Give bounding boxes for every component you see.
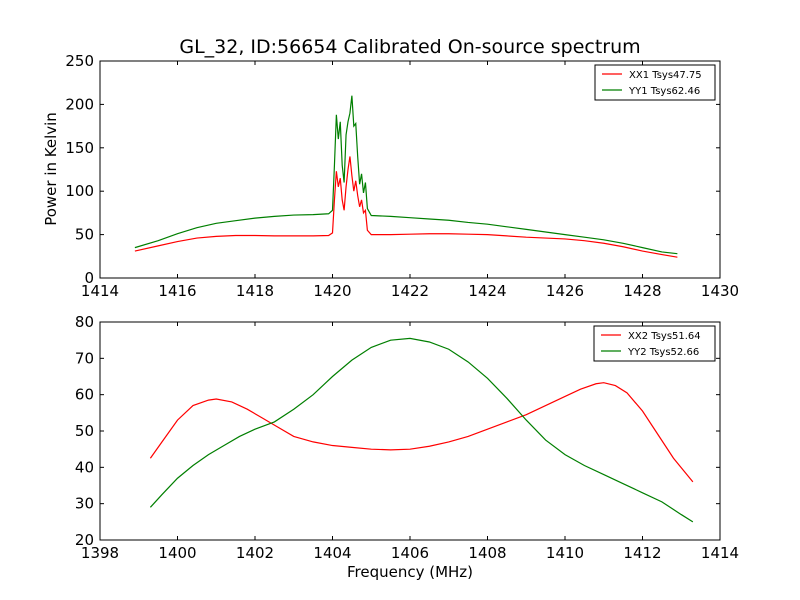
bottom-series-layer [149, 337, 694, 523]
bottom-legend: XX2 Tsys51.64 YY2 Tsys52.66 [593, 325, 716, 362]
top-x-tick-label: 1424 [468, 282, 506, 300]
top-x-tick-label: 1416 [158, 282, 196, 300]
top-tick-layer: 1414 1416 1418 1420 1422 1424 1426 1428 1430 0 50 1… [65, 52, 739, 300]
bottom-x-tick-label: 1414 [701, 544, 739, 562]
top-x-tick-label: 1422 [391, 282, 429, 300]
top-legend-box [594, 64, 716, 101]
top-y-tick-label: 100 [65, 182, 94, 200]
top-panel: GL_32, ID:56654 Calibrated On-source spe… [42, 36, 739, 300]
bottom-x-tick-label: 1400 [158, 544, 196, 562]
top-x-tick-label: 1428 [623, 282, 661, 300]
top-y-tick-label: 200 [65, 95, 94, 113]
bottom-y-tick-label: 70 [75, 349, 94, 367]
top-y-tick-label: 0 [84, 269, 94, 287]
bottom-legend-label-xx2: XX2 Tsys51.64 [628, 331, 701, 342]
top-y-tick-label: 50 [75, 226, 94, 244]
bottom-legend-label-yy2: YY2 Tsys52.66 [627, 347, 699, 358]
bottom-series-line-xx2 [149, 382, 694, 483]
bottom-y-tick-label: 60 [75, 386, 94, 404]
top-chart-title: GL_32, ID:56654 Calibrated On-source spe… [179, 36, 640, 58]
top-x-tick-label: 1430 [701, 282, 739, 300]
top-y-tick-label: 250 [65, 52, 94, 70]
bottom-tick-layer: 1398 1400 1402 1404 1406 1408 1410 1412 1414 20 30… [75, 313, 739, 562]
top-y-tick-label: 150 [65, 139, 94, 157]
bottom-y-tick-label: 50 [75, 422, 94, 440]
bottom-x-tick-label: 1408 [468, 544, 506, 562]
bottom-x-axis-label: Frequency (MHz) [347, 563, 473, 581]
bottom-series-line-yy2 [149, 337, 694, 523]
bottom-y-tick-label: 40 [75, 458, 94, 476]
bottom-y-tick-label: 20 [75, 531, 94, 549]
top-series-line-xx1 [134, 156, 678, 258]
top-legend-label-yy1: YY1 Tsys62.46 [628, 86, 700, 97]
bottom-x-tick-label: 1410 [546, 544, 584, 562]
bottom-x-tick-label: 1412 [623, 544, 661, 562]
top-x-tick-label: 1426 [546, 282, 584, 300]
bottom-y-tick-label: 80 [75, 313, 94, 331]
bottom-panel: Frequency (MHz) 1398 1400 1402 1404 1406 1408… [75, 313, 739, 581]
top-x-tick-label: 1414 [81, 282, 119, 300]
top-series-line-yy1 [134, 95, 678, 255]
top-legend-label-xx1: XX1 Tsys47.75 [629, 70, 702, 81]
bottom-x-tick-label: 1404 [313, 544, 351, 562]
bottom-y-tick-label: 30 [75, 495, 94, 513]
top-series-layer [134, 95, 678, 258]
top-legend: XX1 Tsys47.75 YY1 Tsys62.46 [594, 64, 716, 101]
top-y-axis-label: Power in Kelvin [42, 112, 60, 226]
bottom-x-tick-label: 1402 [236, 544, 274, 562]
bottom-x-tick-label: 1406 [391, 544, 429, 562]
bottom-legend-box [593, 325, 716, 362]
bottom-x-tick-label: 1398 [81, 544, 119, 562]
top-x-tick-label: 1420 [313, 282, 351, 300]
top-x-tick-label: 1418 [236, 282, 274, 300]
